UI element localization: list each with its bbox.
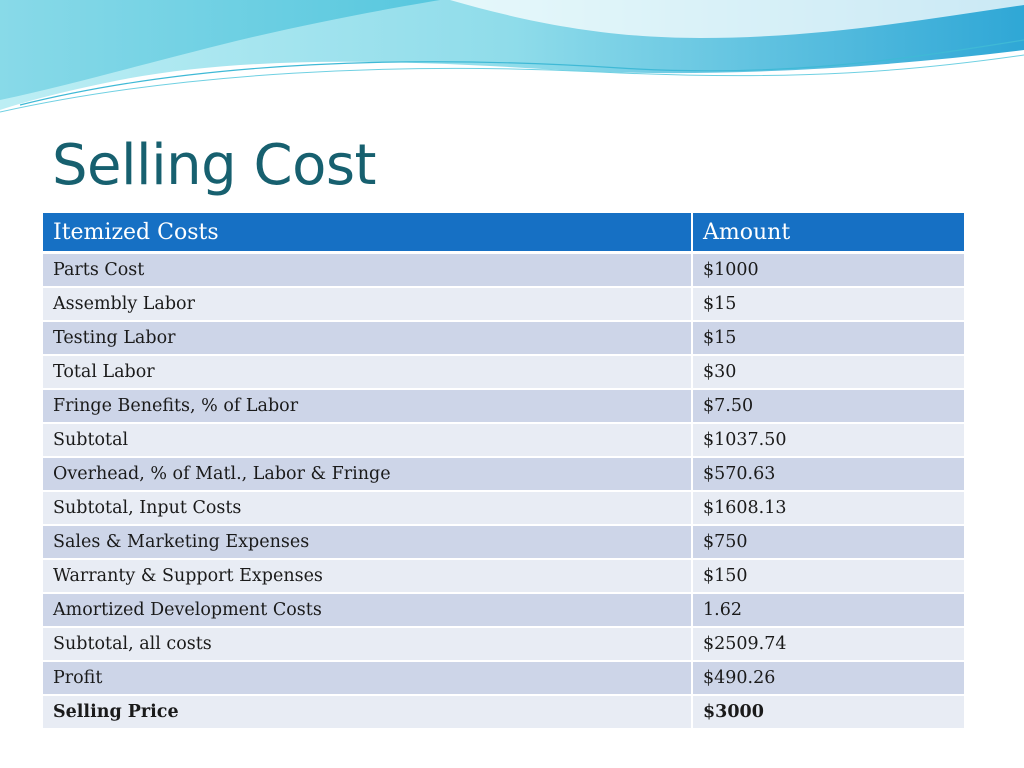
table-row: Selling Price $3000 bbox=[43, 696, 964, 730]
cost-item-cell: Warranty & Support Expenses bbox=[43, 560, 691, 594]
table-row: Subtotal $1037.50 bbox=[43, 424, 964, 458]
cost-item-cell: Selling Price bbox=[43, 696, 691, 730]
cost-table: Itemized Costs Amount Parts Cost $1000 Ass… bbox=[43, 213, 964, 730]
wave-front bbox=[0, 0, 440, 100]
cost-item-cell: Overhead, % of Matl., Labor & Fringe bbox=[43, 458, 691, 492]
cost-item-cell: Amortized Development Costs bbox=[43, 594, 691, 628]
table-row: Profit $490.26 bbox=[43, 662, 964, 696]
cost-item-cell: Fringe Benefits, % of Labor bbox=[43, 390, 691, 424]
amount-cell: $15 bbox=[691, 322, 964, 356]
table-row: Warranty & Support Expenses $150 bbox=[43, 560, 964, 594]
header-wave-decoration bbox=[0, 0, 1024, 113]
cost-item-cell: Total Labor bbox=[43, 356, 691, 390]
table-row: Subtotal, all costs $2509.74 bbox=[43, 628, 964, 662]
amount-cell: $750 bbox=[691, 526, 964, 560]
table-row: Parts Cost $1000 bbox=[43, 254, 964, 288]
table-row: Sales & Marketing Expenses $750 bbox=[43, 526, 964, 560]
amount-cell: $3000 bbox=[691, 696, 964, 730]
column-header-amount: Amount bbox=[691, 213, 964, 254]
table-header-row: Itemized Costs Amount bbox=[43, 213, 964, 254]
wave-highlight bbox=[450, 0, 1024, 38]
cost-item-cell: Subtotal bbox=[43, 424, 691, 458]
table-row: Testing Labor $15 bbox=[43, 322, 964, 356]
wave-line-2 bbox=[0, 54, 1024, 113]
amount-cell: $490.26 bbox=[691, 662, 964, 696]
cost-item-cell: Sales & Marketing Expenses bbox=[43, 526, 691, 560]
table-row: Fringe Benefits, % of Labor $7.50 bbox=[43, 390, 964, 424]
page-title: Selling Cost bbox=[52, 133, 377, 198]
cost-item-cell: Profit bbox=[43, 662, 691, 696]
amount-cell: $1608.13 bbox=[691, 492, 964, 526]
amount-cell: $30 bbox=[691, 356, 964, 390]
table-row: Subtotal, Input Costs $1608.13 bbox=[43, 492, 964, 526]
table-row: Amortized Development Costs 1.62 bbox=[43, 594, 964, 628]
table-body: Parts Cost $1000 Assembly Labor $15 Testing … bbox=[43, 254, 964, 730]
cost-item-cell: Subtotal, all costs bbox=[43, 628, 691, 662]
cost-item-cell: Subtotal, Input Costs bbox=[43, 492, 691, 526]
amount-cell: $1037.50 bbox=[691, 424, 964, 458]
cost-item-cell: Testing Labor bbox=[43, 322, 691, 356]
amount-cell: $150 bbox=[691, 560, 964, 594]
wave-line bbox=[19, 39, 1024, 106]
amount-cell: 1.62 bbox=[691, 594, 964, 628]
column-header-item: Itemized Costs bbox=[43, 213, 691, 254]
table-row: Total Labor $30 bbox=[43, 356, 964, 390]
amount-cell: $570.63 bbox=[691, 458, 964, 492]
table-row: Overhead, % of Matl., Labor & Fringe $570… bbox=[43, 458, 964, 492]
amount-cell: $7.50 bbox=[691, 390, 964, 424]
table-row: Assembly Labor $15 bbox=[43, 288, 964, 322]
amount-cell: $2509.74 bbox=[691, 628, 964, 662]
amount-cell: $1000 bbox=[691, 254, 964, 288]
cost-item-cell: Assembly Labor bbox=[43, 288, 691, 322]
cost-item-cell: Parts Cost bbox=[43, 254, 691, 288]
amount-cell: $15 bbox=[691, 288, 964, 322]
